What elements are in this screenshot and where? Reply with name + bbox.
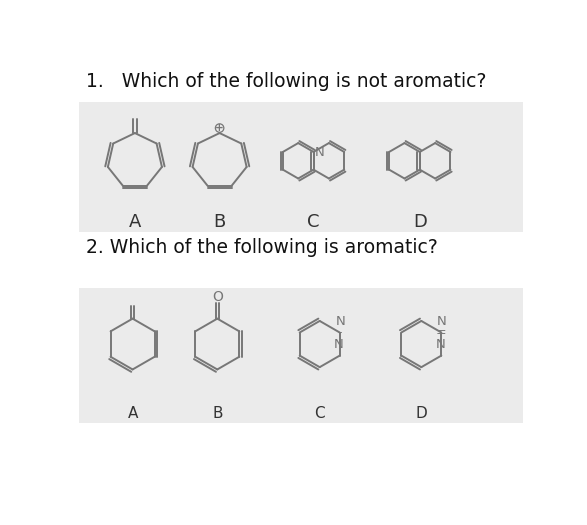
Text: N: N: [315, 146, 325, 159]
Text: D: D: [413, 213, 427, 232]
FancyBboxPatch shape: [79, 288, 523, 423]
Text: C: C: [315, 406, 325, 421]
Text: N: N: [436, 338, 446, 351]
Text: O: O: [212, 290, 222, 304]
Text: C: C: [307, 213, 320, 232]
Text: A: A: [129, 213, 141, 232]
Text: D: D: [416, 406, 427, 421]
Text: N: N: [437, 315, 447, 328]
Text: 2. Which of the following is aromatic?: 2. Which of the following is aromatic?: [86, 238, 438, 257]
Text: A: A: [127, 406, 138, 421]
Text: =: =: [436, 326, 447, 339]
Text: +: +: [215, 123, 224, 133]
Text: N: N: [334, 338, 344, 351]
Text: N: N: [336, 315, 345, 328]
Text: B: B: [214, 213, 226, 232]
Text: B: B: [212, 406, 222, 421]
Text: -: -: [338, 326, 342, 339]
Text: 1.   Which of the following is not aromatic?: 1. Which of the following is not aromati…: [86, 72, 487, 91]
FancyBboxPatch shape: [79, 101, 523, 233]
